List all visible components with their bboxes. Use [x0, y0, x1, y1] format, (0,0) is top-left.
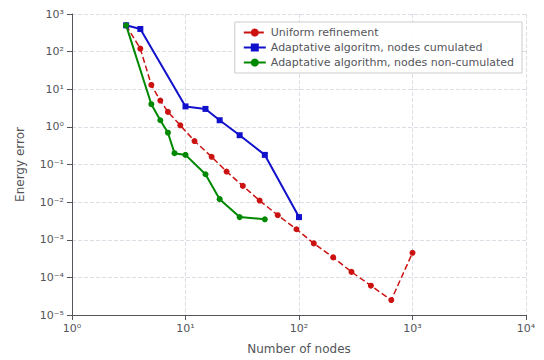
svg-text:10¹: 10¹ — [176, 322, 194, 335]
svg-text:10²: 10² — [290, 322, 308, 335]
svg-text:Number of nodes: Number of nodes — [247, 342, 351, 356]
svg-text:10⁻¹: 10⁻¹ — [40, 158, 64, 171]
svg-text:10⁰: 10⁰ — [63, 322, 82, 335]
svg-text:10⁻²: 10⁻² — [40, 196, 64, 209]
svg-text:10¹: 10¹ — [46, 83, 64, 96]
svg-text:10⁻³: 10⁻³ — [40, 233, 64, 246]
svg-text:10²: 10² — [46, 45, 64, 58]
svg-text:10⁴: 10⁴ — [517, 322, 536, 335]
svg-text:Adaptative algorithm, nodes no: Adaptative algorithm, nodes non-cumulate… — [271, 56, 514, 69]
svg-text:Adaptative algoritm, nodes cum: Adaptative algoritm, nodes cumulated — [271, 41, 483, 54]
svg-text:Energy error: Energy error — [13, 127, 27, 202]
svg-text:10³: 10³ — [46, 8, 64, 21]
svg-text:10⁻⁵: 10⁻⁵ — [40, 309, 64, 322]
svg-text:10⁰: 10⁰ — [46, 120, 65, 133]
svg-text:Uniform refinement: Uniform refinement — [271, 26, 379, 39]
svg-text:10⁻⁴: 10⁻⁴ — [40, 271, 65, 284]
svg-text:10³: 10³ — [403, 322, 421, 335]
